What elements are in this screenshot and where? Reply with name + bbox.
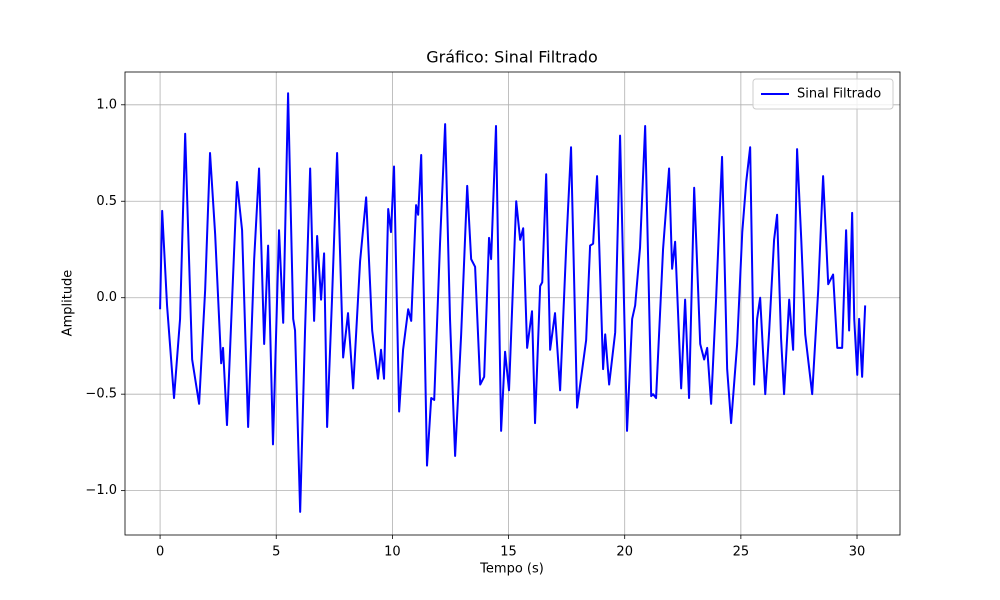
plot-frame xyxy=(124,71,901,536)
y-tick-label: −0.5 xyxy=(85,387,117,402)
signal-line xyxy=(159,92,867,513)
x-axis-label: Tempo (s) xyxy=(479,562,544,577)
x-tick-label: 10 xyxy=(384,545,401,560)
y-tick-label: 1.0 xyxy=(96,97,117,112)
x-tick-label: 0 xyxy=(156,545,164,560)
x-tick-label: 5 xyxy=(272,545,280,560)
x-tick-label: 15 xyxy=(500,545,517,560)
x-tick-label: 20 xyxy=(616,545,633,560)
chart-title: Gráfico: Sinal Filtrado xyxy=(426,48,598,67)
y-tick-label: −1.0 xyxy=(85,483,117,498)
x-tick-label: 30 xyxy=(849,545,866,560)
y-tick-label: 0.5 xyxy=(96,194,117,209)
legend-label: Sinal Filtrado xyxy=(797,87,881,102)
y-axis-label: Amplitude xyxy=(61,270,76,337)
x-tick-label: 25 xyxy=(733,545,750,560)
y-tick-label: 0.0 xyxy=(96,290,117,305)
legend: Sinal Filtrado xyxy=(752,78,894,110)
legend-box xyxy=(752,78,894,110)
